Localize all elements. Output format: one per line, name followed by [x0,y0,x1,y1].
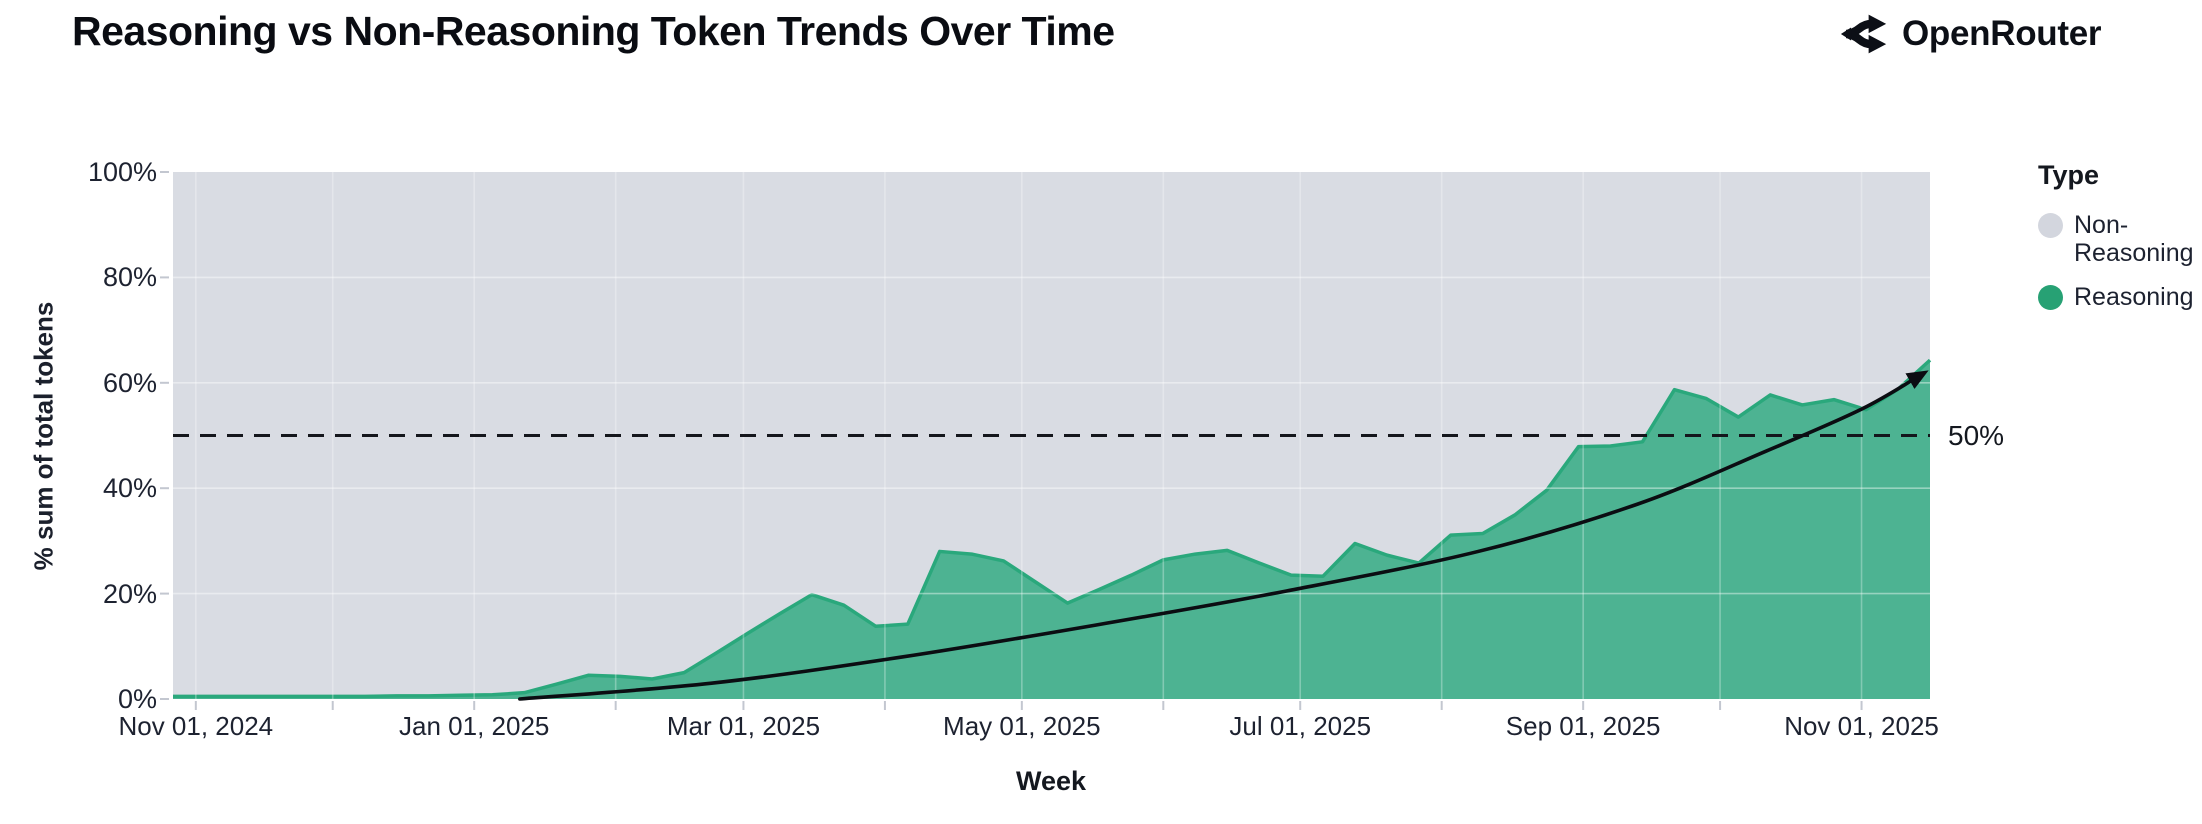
x-tick-label: Jan 01, 2025 [399,711,550,741]
chart-plot-area[interactable] [160,171,1932,710]
y-tick-label: 80% [102,262,157,293]
legend-item-reasoning[interactable]: Reasoning [2038,283,2198,311]
x-tick-label: Jul 01, 2025 [1229,711,1372,741]
non-reasoning-swatch-icon [2038,213,2063,238]
reference-line-label: 50% [1948,420,2005,451]
x-tick-label: Nov 01, 2025 [1784,711,1939,741]
y-tick-label: 100% [87,157,157,187]
reasoning-area [173,360,1930,699]
y-axis-title: % sum of total tokens [28,301,59,571]
x-tick-label: Nov 01, 2024 [118,711,274,741]
brand-lockup: OpenRouter [1840,10,2102,58]
y-tick-label: 20% [102,578,157,609]
reasoning-swatch-icon [2038,285,2063,310]
chart-canvas [160,171,1932,710]
legend-title: Type [2038,160,2100,190]
reasoning-area-edge [173,358,1932,699]
x-tick-label: Mar 01, 2025 [666,711,821,741]
page-title: Reasoning vs Non-Reasoning Token Trends … [72,8,1115,54]
trend-arrow-line [518,370,1929,701]
legend: Type Non-Reasoning Reasoning [2038,160,2198,327]
y-tick-label: 0% [117,684,157,714]
brand-name: OpenRouter [1902,14,2102,53]
legend-item-non-reasoning[interactable]: Non-Reasoning [2038,211,2198,267]
legend-item-label: Reasoning [2074,283,2194,311]
x-tick-label: May 01, 2025 [943,711,1101,741]
y-tick-label: 60% [102,367,157,398]
y-tick-label: 40% [102,473,157,504]
openrouter-logo-icon [1840,10,1888,58]
x-axis-title: Week [1015,766,1087,796]
x-tick-label: Sep 01, 2025 [1505,711,1661,741]
legend-item-label: Non-Reasoning [2074,211,2194,267]
